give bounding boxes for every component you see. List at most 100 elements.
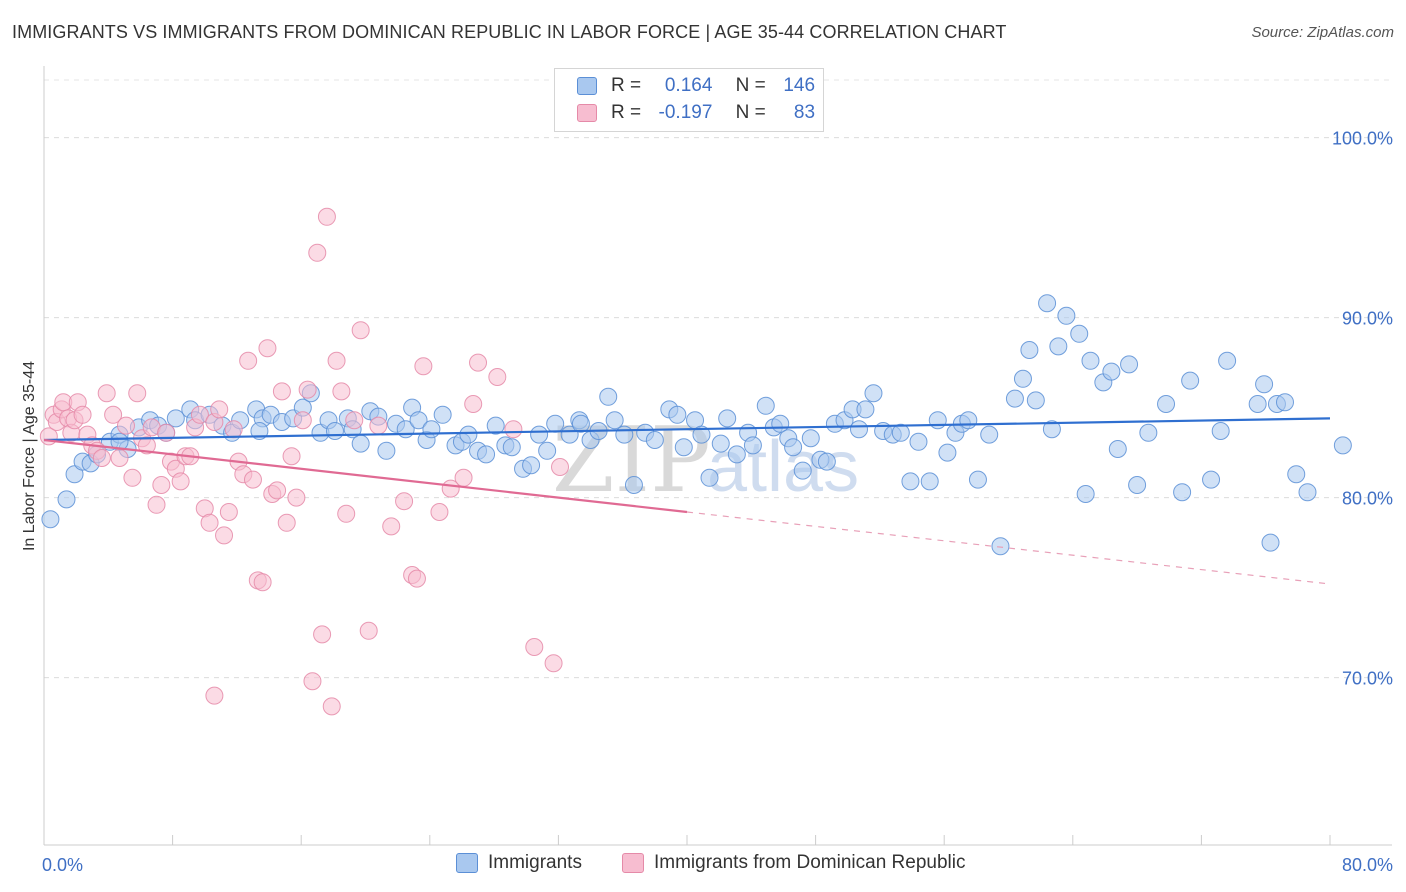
bottom-legend-label: Immigrants <box>488 852 582 873</box>
scatter-point <box>850 420 869 439</box>
scatter-point <box>317 207 336 226</box>
legend-n-label: N = <box>735 75 766 96</box>
scatter-point <box>909 432 928 451</box>
scatter-point <box>73 405 92 424</box>
scatter-point <box>1218 351 1237 370</box>
bottom-swatch-dominican <box>622 853 644 873</box>
scatter-point <box>793 461 812 480</box>
scatter-point <box>1020 341 1039 359</box>
scatter-point <box>1013 369 1032 388</box>
scatter-point <box>544 654 563 673</box>
scatter-point <box>382 517 401 536</box>
legend-r-value: 0.164 <box>664 75 713 96</box>
scatter-point <box>668 405 687 424</box>
scatter-point <box>459 425 478 444</box>
scatter-point <box>502 438 521 457</box>
scatter-point <box>422 420 441 439</box>
scatter-point <box>110 449 129 467</box>
legend-r-value: -0.197 <box>658 102 713 123</box>
scatter-point <box>277 513 296 532</box>
scatter-point <box>41 510 60 529</box>
scatter-point <box>272 382 291 401</box>
scatter-point <box>645 431 664 449</box>
stats-legend: R = 0.164 N = 146 R = -0.197 N = 83 <box>554 68 824 132</box>
scatter-point <box>1081 351 1100 370</box>
scatter-point <box>991 537 1010 556</box>
scatter-point <box>1248 395 1267 413</box>
scatter-point <box>727 445 746 464</box>
scatter-point <box>377 441 396 460</box>
scatter-point <box>1076 485 1095 503</box>
scatter-point <box>430 503 449 521</box>
scatter-point <box>104 405 123 424</box>
bottom-legend-label: Immigrants from Dominican Republic <box>654 852 966 873</box>
scatter-point <box>268 481 287 500</box>
legend-swatch-dominican <box>577 104 597 122</box>
scatter-point <box>1057 306 1076 325</box>
scatter-point <box>137 436 156 455</box>
legend-n-value: 83 <box>793 102 816 123</box>
y-axis-label: In Labor Force | Age 35-44 <box>21 361 38 551</box>
scatter-point <box>624 476 643 494</box>
scatter-point <box>980 425 999 444</box>
scatter-point <box>200 513 219 532</box>
scatter-point <box>477 445 496 464</box>
scatter-point <box>414 357 433 376</box>
scatter-point <box>605 411 624 430</box>
series-1 <box>39 207 570 716</box>
scatter-point <box>700 468 719 487</box>
scatter-point <box>166 409 185 428</box>
scatter-point <box>337 504 356 523</box>
legend-n-value: 146 <box>783 75 816 96</box>
scatter-point <box>864 384 883 403</box>
bottom-swatch-immigrants <box>456 853 478 873</box>
legend-swatch-immigrants <box>577 77 597 95</box>
scatter-point <box>743 436 762 455</box>
scatter-point <box>369 416 388 435</box>
scatter-point <box>711 434 730 453</box>
trendlines <box>43 417 1331 585</box>
chart-title: IMMIGRANTS VS IMMIGRANTS FROM DOMINICAN … <box>12 22 1007 42</box>
scatter-point <box>1287 465 1306 484</box>
scatter-point <box>1108 440 1127 458</box>
scatter-point <box>1038 294 1057 313</box>
trend-line-0 <box>43 417 1331 442</box>
scatter-point <box>1333 436 1352 455</box>
scatter-point <box>298 380 317 399</box>
scatter-point <box>409 411 428 430</box>
scatter-point <box>215 526 234 545</box>
scatter-point <box>1157 395 1176 413</box>
scatter-point <box>525 638 544 656</box>
scatter-point <box>1181 371 1200 390</box>
scatter-point <box>522 456 541 475</box>
scatter-point <box>692 425 711 444</box>
legend-r-label: R = <box>611 102 642 123</box>
scatter-point <box>756 396 775 415</box>
scatter-point <box>322 697 341 716</box>
y-tick-label: 100.0% <box>1332 129 1393 149</box>
scatter-point <box>325 422 344 440</box>
scatter-point <box>615 425 634 444</box>
scatter-point <box>968 470 987 489</box>
scatter-point <box>959 411 978 430</box>
scatter-point <box>718 409 737 428</box>
scatter-point <box>1070 324 1089 343</box>
scatter-point <box>147 495 166 514</box>
scatter-point <box>1102 362 1121 381</box>
scatter-point <box>57 490 76 509</box>
scatter-point <box>571 414 590 433</box>
scatter-point <box>210 400 229 419</box>
scatter-point <box>171 472 190 491</box>
scatter-point <box>205 686 224 705</box>
x-tick-label: 0.0% <box>42 855 83 875</box>
scatter-point <box>817 452 836 471</box>
scatter-point <box>674 438 693 457</box>
scatter-point <box>65 465 84 484</box>
scatter-point <box>282 447 301 466</box>
scatter-point <box>938 443 957 462</box>
scatter-point <box>219 503 238 521</box>
scatter-point <box>1211 422 1230 440</box>
scatter-point <box>464 395 483 413</box>
scatter-point <box>253 573 272 592</box>
